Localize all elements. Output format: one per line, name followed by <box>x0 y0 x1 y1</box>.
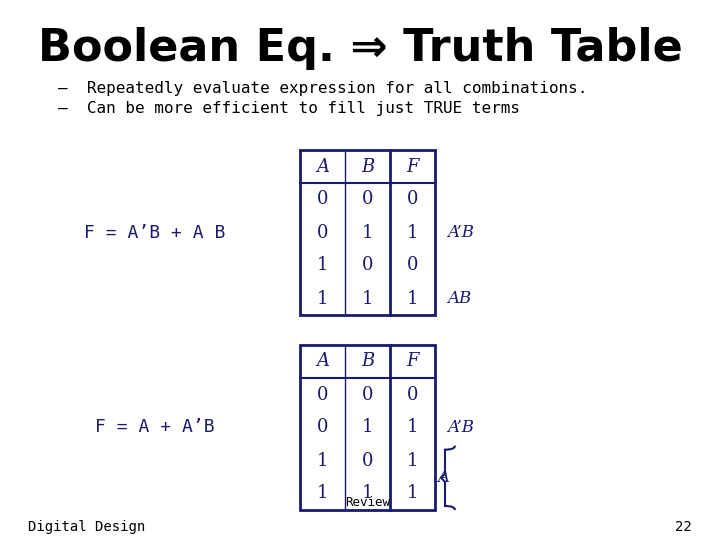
Text: B: B <box>361 158 374 176</box>
Text: 0: 0 <box>317 418 328 436</box>
Text: A: A <box>437 469 449 487</box>
Text: 1: 1 <box>407 289 418 307</box>
Text: –  Can be more efficient to fill just TRUE terms: – Can be more efficient to fill just TRU… <box>58 100 520 116</box>
Text: 1: 1 <box>317 484 328 503</box>
Bar <box>300 345 435 510</box>
Text: F: F <box>406 158 419 176</box>
Text: 1: 1 <box>407 224 418 241</box>
Text: 1: 1 <box>361 224 373 241</box>
Text: 1: 1 <box>361 418 373 436</box>
Text: 1: 1 <box>317 256 328 274</box>
Text: 0: 0 <box>407 191 418 208</box>
Text: 0: 0 <box>361 386 373 403</box>
Text: F: F <box>406 353 419 370</box>
Text: 0: 0 <box>317 191 328 208</box>
Text: 1: 1 <box>407 418 418 436</box>
Text: A: A <box>316 353 329 370</box>
Text: 1: 1 <box>407 451 418 469</box>
Text: Review: Review <box>345 496 390 509</box>
Text: AB: AB <box>447 290 472 307</box>
Text: 0: 0 <box>361 191 373 208</box>
Text: 0: 0 <box>361 256 373 274</box>
Text: A: A <box>316 158 329 176</box>
Text: 22: 22 <box>675 520 692 534</box>
Text: –  Repeatedly evaluate expression for all combinations.: – Repeatedly evaluate expression for all… <box>58 80 588 96</box>
Bar <box>300 150 435 315</box>
Text: 1: 1 <box>407 484 418 503</box>
Text: 0: 0 <box>407 386 418 403</box>
Text: 0: 0 <box>317 386 328 403</box>
Text: B: B <box>361 353 374 370</box>
Text: A’B: A’B <box>447 419 474 436</box>
Text: 0: 0 <box>317 224 328 241</box>
Text: Digital Design: Digital Design <box>28 520 145 534</box>
Text: 1: 1 <box>361 484 373 503</box>
Text: A’B: A’B <box>447 224 474 241</box>
Text: 1: 1 <box>317 451 328 469</box>
Text: 1: 1 <box>361 289 373 307</box>
Text: F = A + A’B: F = A + A’B <box>95 418 215 436</box>
Text: 0: 0 <box>361 451 373 469</box>
Text: 0: 0 <box>407 256 418 274</box>
Text: 1: 1 <box>317 289 328 307</box>
Text: Boolean Eq. ⇒ Truth Table: Boolean Eq. ⇒ Truth Table <box>37 26 683 70</box>
Text: F = A’B + A B: F = A’B + A B <box>84 224 225 241</box>
